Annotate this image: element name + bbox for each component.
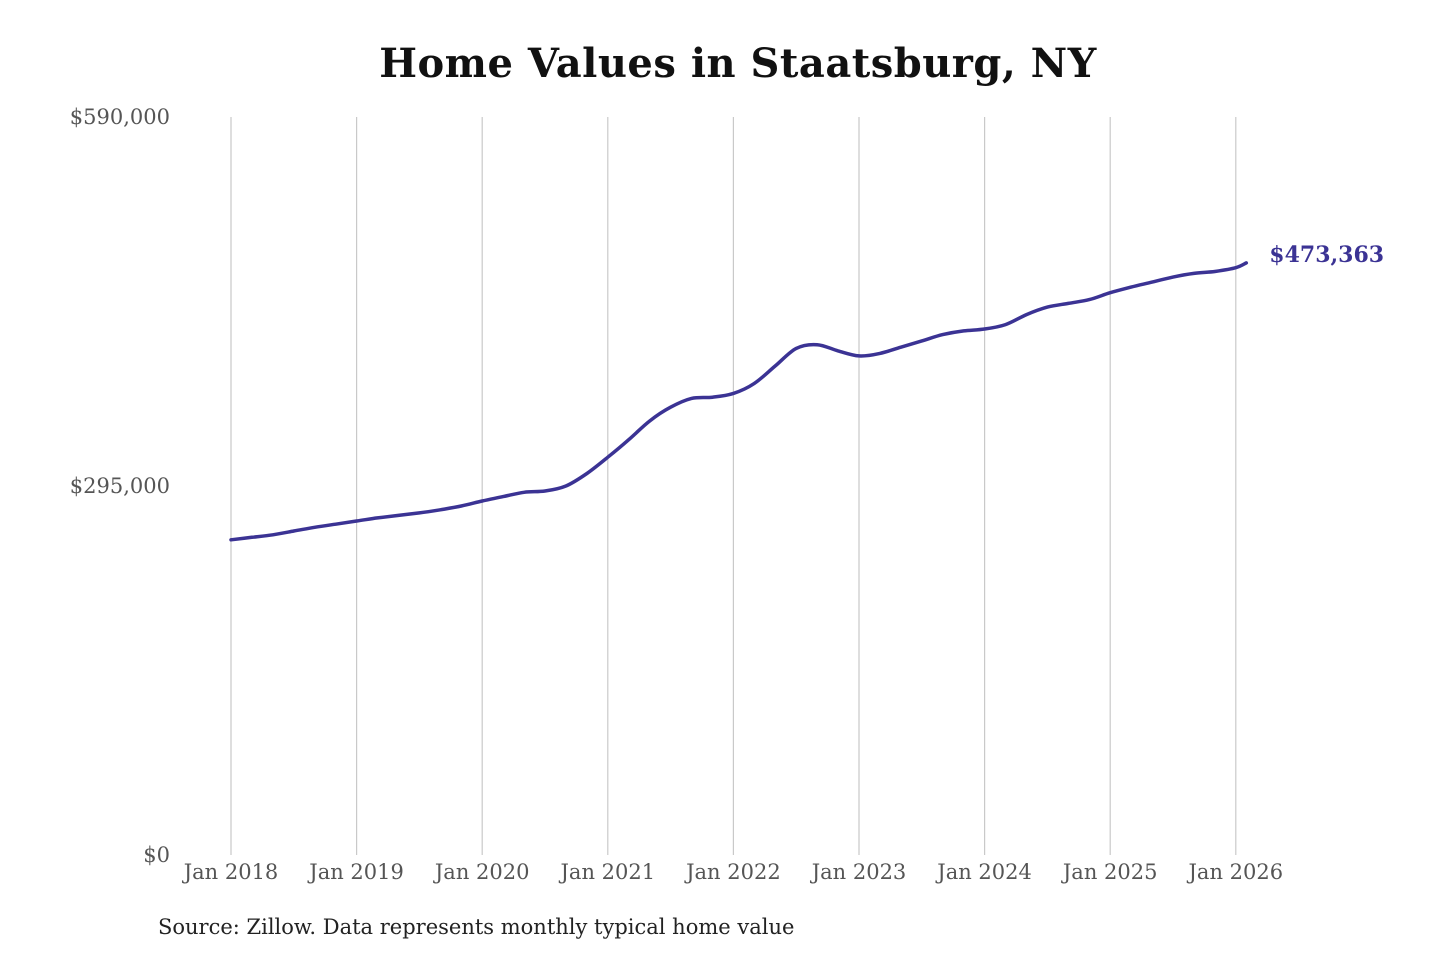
y-tick-label: $590,000	[70, 105, 170, 129]
x-tick-label: Jan 2023	[810, 860, 907, 884]
y-axis-ticks: $0 $295,000 $590,000	[70, 105, 170, 867]
chart-title: Home Values in Staatsburg, NY	[379, 40, 1097, 87]
end-value-label: $473,363	[1269, 242, 1384, 268]
x-tick-label: Jan 2025	[1061, 860, 1158, 884]
x-tick-label: Jan 2018	[182, 860, 279, 884]
x-tick-label: Jan 2026	[1187, 860, 1284, 884]
x-tick-label: Jan 2024	[935, 860, 1032, 884]
x-tick-label: Jan 2019	[307, 860, 404, 884]
x-tick-label: Jan 2022	[684, 860, 781, 884]
y-tick-label: $0	[143, 843, 170, 867]
source-note: Source: Zillow. Data represents monthly …	[158, 915, 795, 939]
y-tick-label: $295,000	[70, 474, 170, 498]
series-line	[229, 261, 1249, 542]
gridlines	[230, 117, 1237, 855]
x-tick-label: Jan 2020	[433, 860, 530, 884]
x-tick-label: Jan 2021	[559, 860, 656, 884]
x-axis-ticks: Jan 2018 Jan 2019 Jan 2020 Jan 2021 Jan 2022…	[182, 860, 1283, 884]
